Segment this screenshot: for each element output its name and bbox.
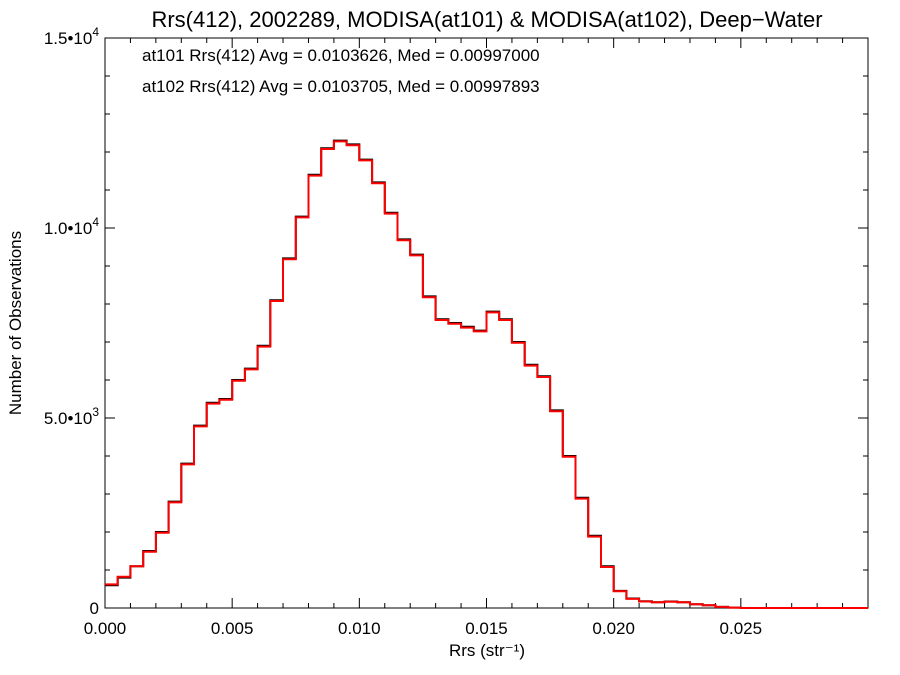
legend-entry-at101: at101 Rrs(412) Avg = 0.0103626, Med = 0.… [142, 46, 540, 65]
x-axis: 0.000 0.005 0.010 0.015 0.020 0.025 [84, 38, 869, 638]
y-tick-label: 0 [90, 599, 99, 618]
y-axis-label: Number of Observations [6, 231, 25, 415]
y-tick-mantissa: 1.0•10 [44, 219, 93, 238]
y-tick-exponent: 3 [92, 405, 99, 419]
y-tick-mantissa: 0 [90, 599, 99, 618]
series-line-at102 [105, 140, 868, 609]
y-tick-exponent: 4 [92, 25, 99, 39]
y-tick-mantissa: 5.0•10 [44, 409, 93, 428]
y-tick-mantissa: 1.5•10 [44, 29, 93, 48]
series-layer [105, 139, 868, 609]
x-axis-label: Rrs (str⁻¹) [449, 641, 525, 660]
x-tick-label: 0.025 [720, 619, 763, 638]
x-tick-label: 0.020 [592, 619, 635, 638]
y-tick-label: 1.5•104 [44, 25, 100, 48]
x-tick-label: 0.000 [84, 619, 127, 638]
x-tick-label: 0.015 [465, 619, 508, 638]
legend-entry-at102: at102 Rrs(412) Avg = 0.0103705, Med = 0.… [142, 77, 540, 96]
x-tick-label: 0.005 [211, 619, 254, 638]
series-line-at101 [105, 139, 868, 609]
y-tick-label: 5.0•103 [44, 405, 100, 428]
y-tick-exponent: 4 [92, 215, 99, 229]
chart-title: Rrs(412), 2002289, MODISA(at101) & MODIS… [151, 7, 822, 32]
x-tick-label: 0.010 [338, 619, 381, 638]
y-tick-label: 1.0•104 [44, 215, 100, 238]
